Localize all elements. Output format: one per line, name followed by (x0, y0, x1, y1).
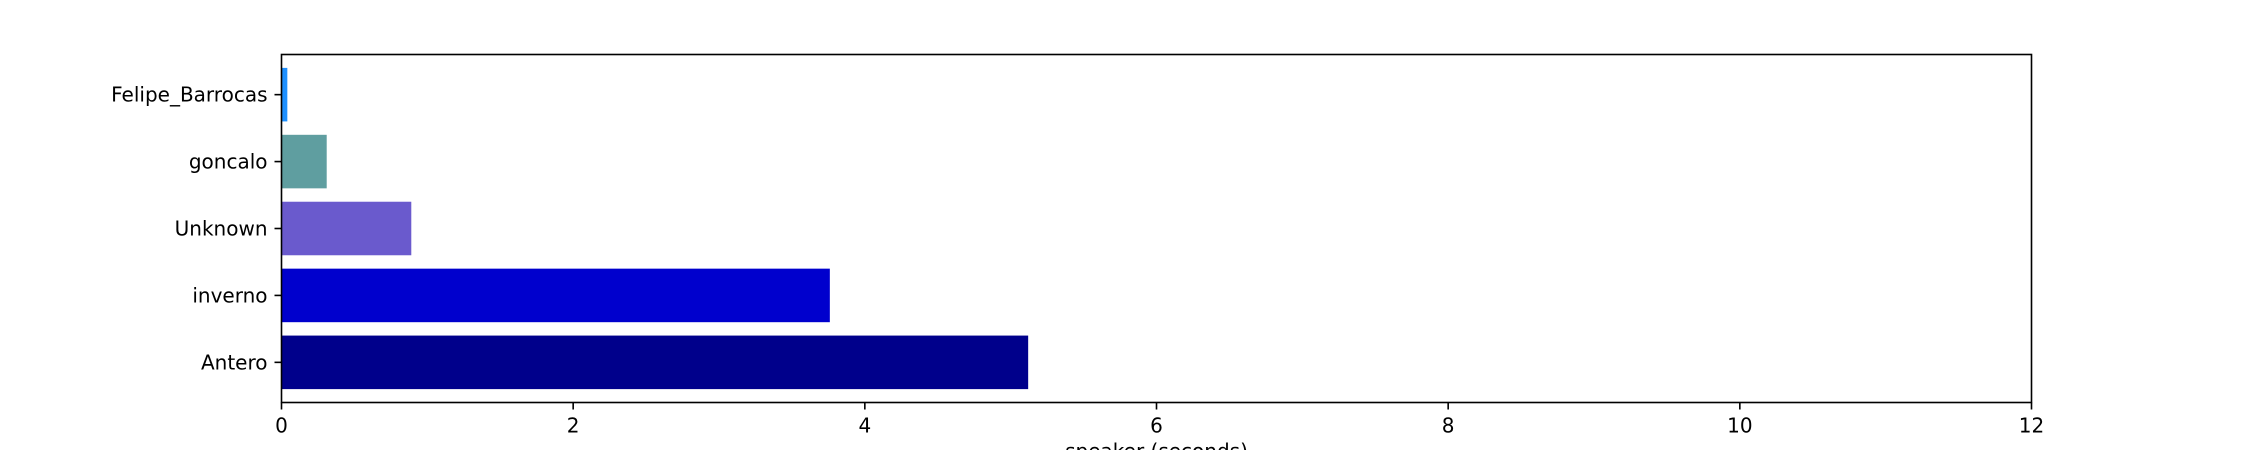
bar-goncalo (281, 134, 327, 189)
x-tick-label: 8 (1442, 414, 1455, 438)
y-tick-label-Felipe_Barrocas: Felipe_Barrocas (111, 83, 267, 107)
x-tick-label: 0 (275, 414, 288, 438)
y-tick-label-Antero: Antero (201, 350, 268, 374)
x-tick-label: 2 (567, 414, 580, 438)
y-tick-label-inverno: inverno (192, 283, 267, 307)
bar-inverno (281, 268, 830, 323)
bar-Unknown (281, 201, 412, 256)
x-tick-label: 4 (858, 414, 871, 438)
x-axis-label: speaker (seconds) (1065, 439, 1248, 450)
x-tick-label: 10 (1727, 414, 1752, 438)
y-axis: Antero inverno Unknown goncalo Felipe_Barroc… (111, 83, 282, 374)
y-tick-label-goncalo: goncalo (189, 150, 268, 174)
x-tick-label: 12 (2019, 414, 2044, 438)
x-axis: 0 2 4 6 8 10 12 (275, 402, 2044, 438)
x-tick-label: 6 (1150, 414, 1163, 438)
y-tick-label-Unknown: Unknown (175, 217, 268, 241)
bar-Felipe_Barrocas (281, 67, 288, 122)
bar-Antero (281, 335, 1029, 390)
bars-layer (281, 67, 1029, 390)
